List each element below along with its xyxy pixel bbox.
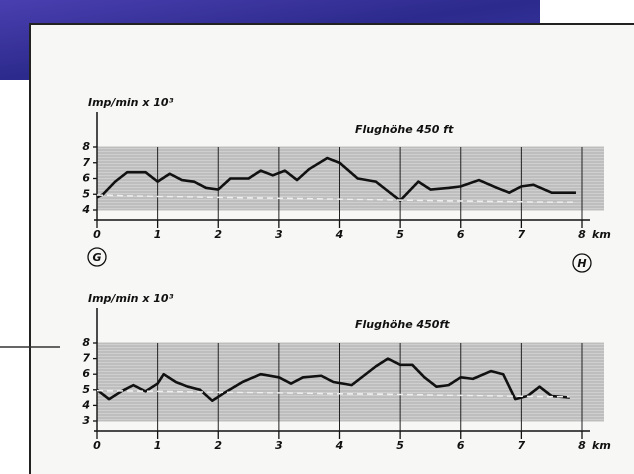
y-tick-label: 8	[82, 140, 90, 153]
y-tick-label: 7	[82, 156, 90, 169]
y-tick-label: 3	[82, 414, 90, 427]
y-tick-label: 6	[82, 172, 90, 185]
marker-label: G	[92, 251, 101, 264]
x-tick-label: 6	[457, 439, 465, 452]
y-tick-label: 8	[82, 336, 90, 349]
y-tick-label: 5	[82, 383, 90, 396]
y-tick-label: 4	[81, 203, 90, 216]
series-line	[96, 357, 570, 403]
x-tick-label: 1	[154, 439, 162, 452]
x-tick-label: 1	[154, 228, 162, 241]
x-tick-label: 4	[335, 228, 344, 241]
x-tick-label: 8	[578, 439, 586, 452]
series-line	[96, 194, 576, 203]
y-tick-label: 4	[81, 398, 90, 411]
y-axis-label: Imp/min x 10³	[88, 292, 174, 305]
x-tick-label: 5	[396, 439, 404, 452]
x-tick-label: 3	[275, 228, 283, 241]
x-tick-label: 6	[457, 228, 465, 241]
marker-label: H	[577, 257, 586, 270]
y-tick-label: 7	[82, 352, 90, 365]
plot-area	[97, 147, 604, 210]
series-line	[96, 156, 576, 202]
y-tick-label: 6	[82, 367, 90, 380]
x-tick-label: 8	[578, 228, 586, 241]
x-unit: km	[592, 228, 611, 241]
x-tick-label: 4	[335, 439, 344, 452]
x-tick-label: 0	[93, 228, 101, 241]
x-tick-label: 2	[214, 439, 222, 452]
x-tick-label: 5	[396, 228, 404, 241]
y-axis-label: Imp/min x 10³	[88, 96, 174, 109]
y-tick-label: 5	[82, 187, 90, 200]
x-tick-label: 0	[93, 439, 101, 452]
marker-circle	[572, 253, 592, 273]
chart-title: Flughöhe 450 ft	[355, 123, 454, 136]
x-tick-label: 2	[214, 228, 222, 241]
x-tick-label: 7	[518, 228, 526, 241]
marker-circle	[87, 247, 107, 267]
series-line	[96, 389, 570, 398]
chart-title: Flughöhe 450ft	[355, 318, 450, 331]
x-tick-label: 7	[518, 439, 526, 452]
x-unit: km	[592, 439, 611, 452]
x-tick-label: 3	[275, 439, 283, 452]
